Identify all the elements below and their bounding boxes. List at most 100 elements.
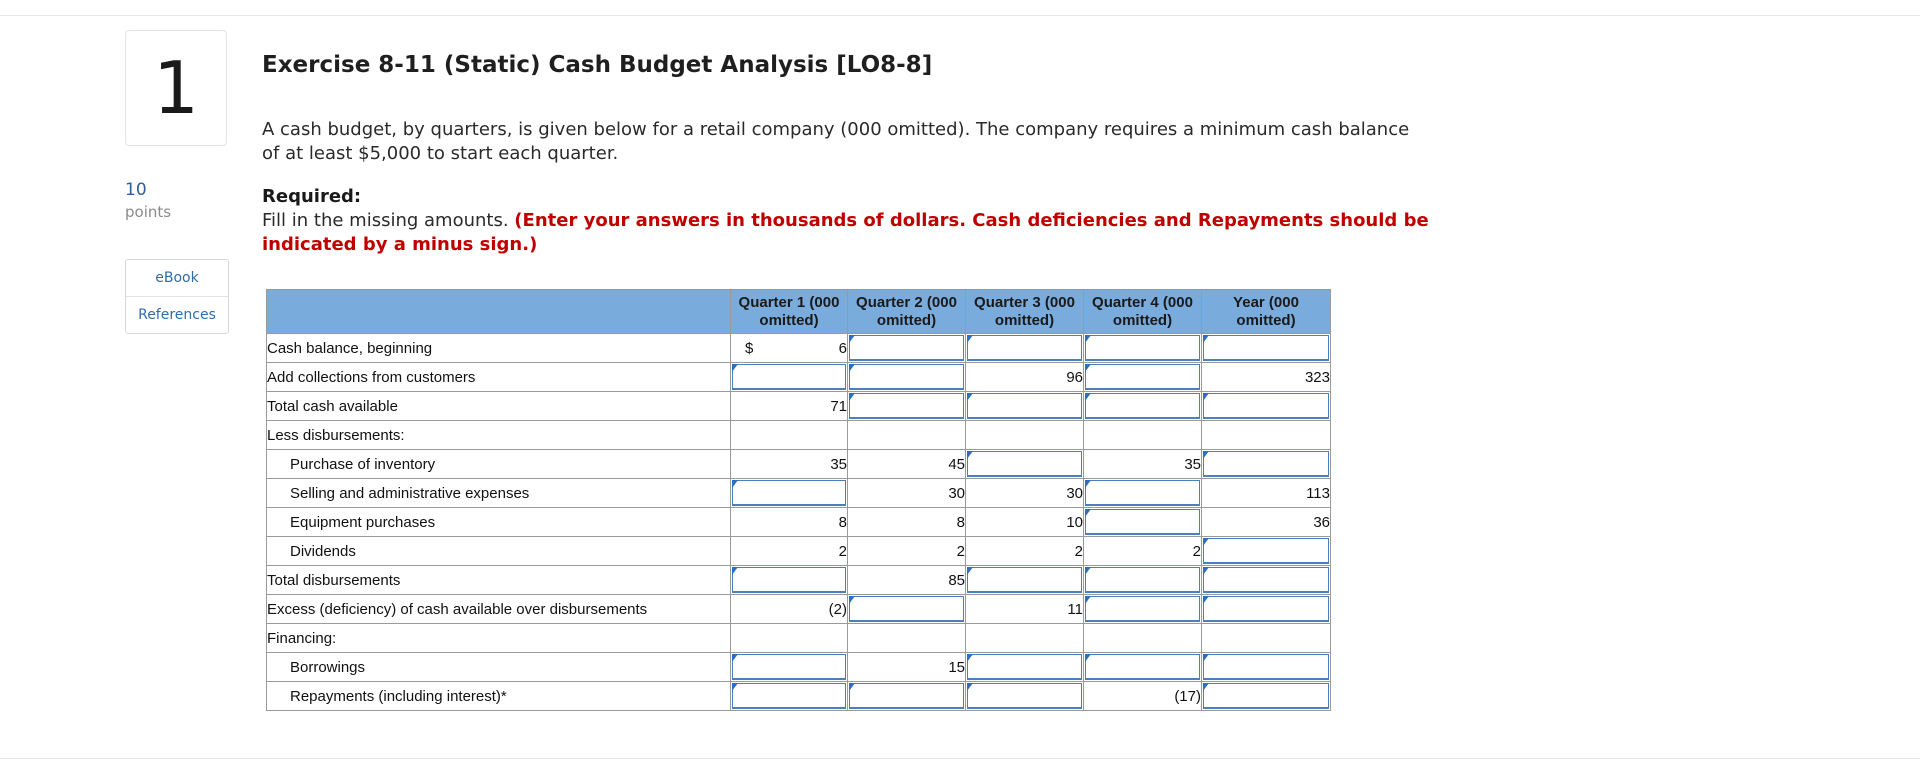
answer-input-box[interactable] — [1203, 567, 1329, 593]
answer-input-quarter-1[interactable] — [730, 478, 848, 508]
answer-input-quarter-4[interactable] — [1083, 594, 1202, 624]
answer-input-box[interactable] — [967, 451, 1082, 477]
answer-input-quarter-2[interactable] — [847, 681, 966, 711]
header-quarter-3: Quarter 3 (000 omitted) — [965, 289, 1084, 334]
answer-input-box[interactable] — [1203, 538, 1329, 564]
answer-input-box[interactable] — [1203, 654, 1329, 680]
answer-input-quarter-3[interactable] — [965, 565, 1084, 595]
table-row: Excess (deficiency) of cash available ov… — [266, 594, 1331, 624]
answer-input-quarter-3[interactable] — [965, 333, 1084, 363]
answer-input-quarter-4[interactable] — [1083, 362, 1202, 392]
answer-input-quarter-1[interactable] — [730, 652, 848, 682]
cell-value: 30 — [948, 484, 965, 502]
answer-input-quarter-4[interactable] — [1083, 565, 1202, 595]
answer-input-quarter-4[interactable] — [1083, 478, 1202, 508]
answer-input-box[interactable] — [732, 654, 846, 680]
value-cell-quarter-4: 35 — [1083, 449, 1202, 479]
row-label: Total disbursements — [266, 565, 731, 595]
row-label: Less disbursements: — [266, 420, 731, 450]
answer-input-quarter-4[interactable] — [1083, 507, 1202, 537]
answer-input-quarter-2[interactable] — [847, 333, 966, 363]
answer-input-box[interactable] — [1085, 393, 1200, 419]
table-header-row: Quarter 1 (000 omitted) Quarter 2 (000 om… — [266, 289, 1331, 334]
answer-input-box[interactable] — [849, 335, 964, 361]
answer-input-box[interactable] — [967, 654, 1082, 680]
answer-input-box[interactable] — [1085, 335, 1200, 361]
answer-input-box[interactable] — [1203, 451, 1329, 477]
answer-input-year[interactable] — [1201, 333, 1331, 363]
answer-input-year[interactable] — [1201, 594, 1331, 624]
answer-input-quarter-4[interactable] — [1083, 333, 1202, 363]
answer-input-year[interactable] — [1201, 652, 1331, 682]
page-footer-area — [0, 732, 1920, 758]
answer-input-box[interactable] — [967, 335, 1082, 361]
table-row: Repayments (including interest)* (17) — [266, 681, 1331, 711]
answer-input-year[interactable] — [1201, 536, 1331, 566]
answer-input-box[interactable] — [849, 393, 964, 419]
answer-input-box[interactable] — [1085, 509, 1200, 535]
answer-input-box[interactable] — [849, 683, 964, 709]
header-label — [266, 289, 731, 334]
answer-input-quarter-2[interactable] — [847, 594, 966, 624]
ebook-button[interactable]: eBook — [155, 270, 199, 286]
answer-input-box[interactable] — [849, 364, 964, 390]
answer-input-box[interactable] — [967, 567, 1082, 593]
answer-input-quarter-1[interactable] — [730, 681, 848, 711]
answer-input-quarter-2[interactable] — [847, 362, 966, 392]
cell-value: 8 — [956, 513, 965, 531]
input-marker-icon — [967, 451, 973, 459]
answer-input-box[interactable] — [1085, 480, 1200, 506]
answer-input-box[interactable] — [732, 567, 846, 593]
answer-input-box[interactable] — [849, 596, 964, 622]
answer-input-year[interactable] — [1201, 681, 1331, 711]
value-cell-quarter-3: 30 — [965, 478, 1084, 508]
answer-input-box[interactable] — [1085, 654, 1200, 680]
answer-input-quarter-3[interactable] — [965, 681, 1084, 711]
answer-input-quarter-1[interactable] — [730, 362, 848, 392]
answer-input-box[interactable] — [1203, 596, 1329, 622]
input-marker-icon — [1203, 393, 1209, 401]
answer-input-box[interactable] — [967, 393, 1082, 419]
row-label: Financing: — [266, 623, 731, 653]
answer-input-quarter-4[interactable] — [1083, 391, 1202, 421]
top-divider — [0, 15, 1920, 16]
answer-input-quarter-2[interactable] — [847, 391, 966, 421]
answer-input-box[interactable] — [1085, 567, 1200, 593]
row-label: Add collections from customers — [266, 362, 731, 392]
answer-input-year[interactable] — [1201, 565, 1331, 595]
answer-input-box[interactable] — [732, 364, 846, 390]
input-marker-icon — [1085, 364, 1091, 372]
cell-value: 2 — [956, 542, 965, 560]
resource-buttons: eBook References — [125, 259, 229, 334]
answer-input-box[interactable] — [1085, 364, 1200, 390]
value-cell-quarter-2: 2 — [847, 536, 966, 566]
answer-input-quarter-1[interactable] — [730, 565, 848, 595]
value-cell-quarter-2: 15 — [847, 652, 966, 682]
row-label: Selling and administrative expenses — [266, 478, 731, 508]
answer-input-box[interactable] — [1203, 393, 1329, 419]
value-cell-quarter-1 — [730, 623, 848, 653]
input-marker-icon — [967, 654, 973, 662]
cell-value: 71 — [830, 397, 847, 415]
answer-input-quarter-3[interactable] — [965, 652, 1084, 682]
answer-input-box[interactable] — [967, 683, 1082, 709]
answer-input-quarter-3[interactable] — [965, 449, 1084, 479]
answer-input-box[interactable] — [732, 480, 846, 506]
row-label: Cash balance, beginning — [266, 333, 731, 363]
references-button[interactable]: References — [126, 296, 228, 333]
answer-input-box[interactable] — [1085, 596, 1200, 622]
answer-input-box[interactable] — [1203, 335, 1329, 361]
answer-input-year[interactable] — [1201, 449, 1331, 479]
answer-input-quarter-3[interactable] — [965, 391, 1084, 421]
cash-budget-table: Quarter 1 (000 omitted) Quarter 2 (000 om… — [266, 289, 1331, 711]
row-label: Equipment purchases — [266, 507, 731, 537]
answer-input-box[interactable] — [1203, 683, 1329, 709]
answer-input-box[interactable] — [732, 683, 846, 709]
answer-input-year[interactable] — [1201, 391, 1331, 421]
answer-input-quarter-4[interactable] — [1083, 652, 1202, 682]
input-marker-icon — [1085, 335, 1091, 343]
input-marker-icon — [849, 335, 855, 343]
table-row: Less disbursements: — [266, 420, 1331, 450]
value-cell-quarter-3: 11 — [965, 594, 1084, 624]
value-cell-quarter-1: 71 — [730, 391, 848, 421]
